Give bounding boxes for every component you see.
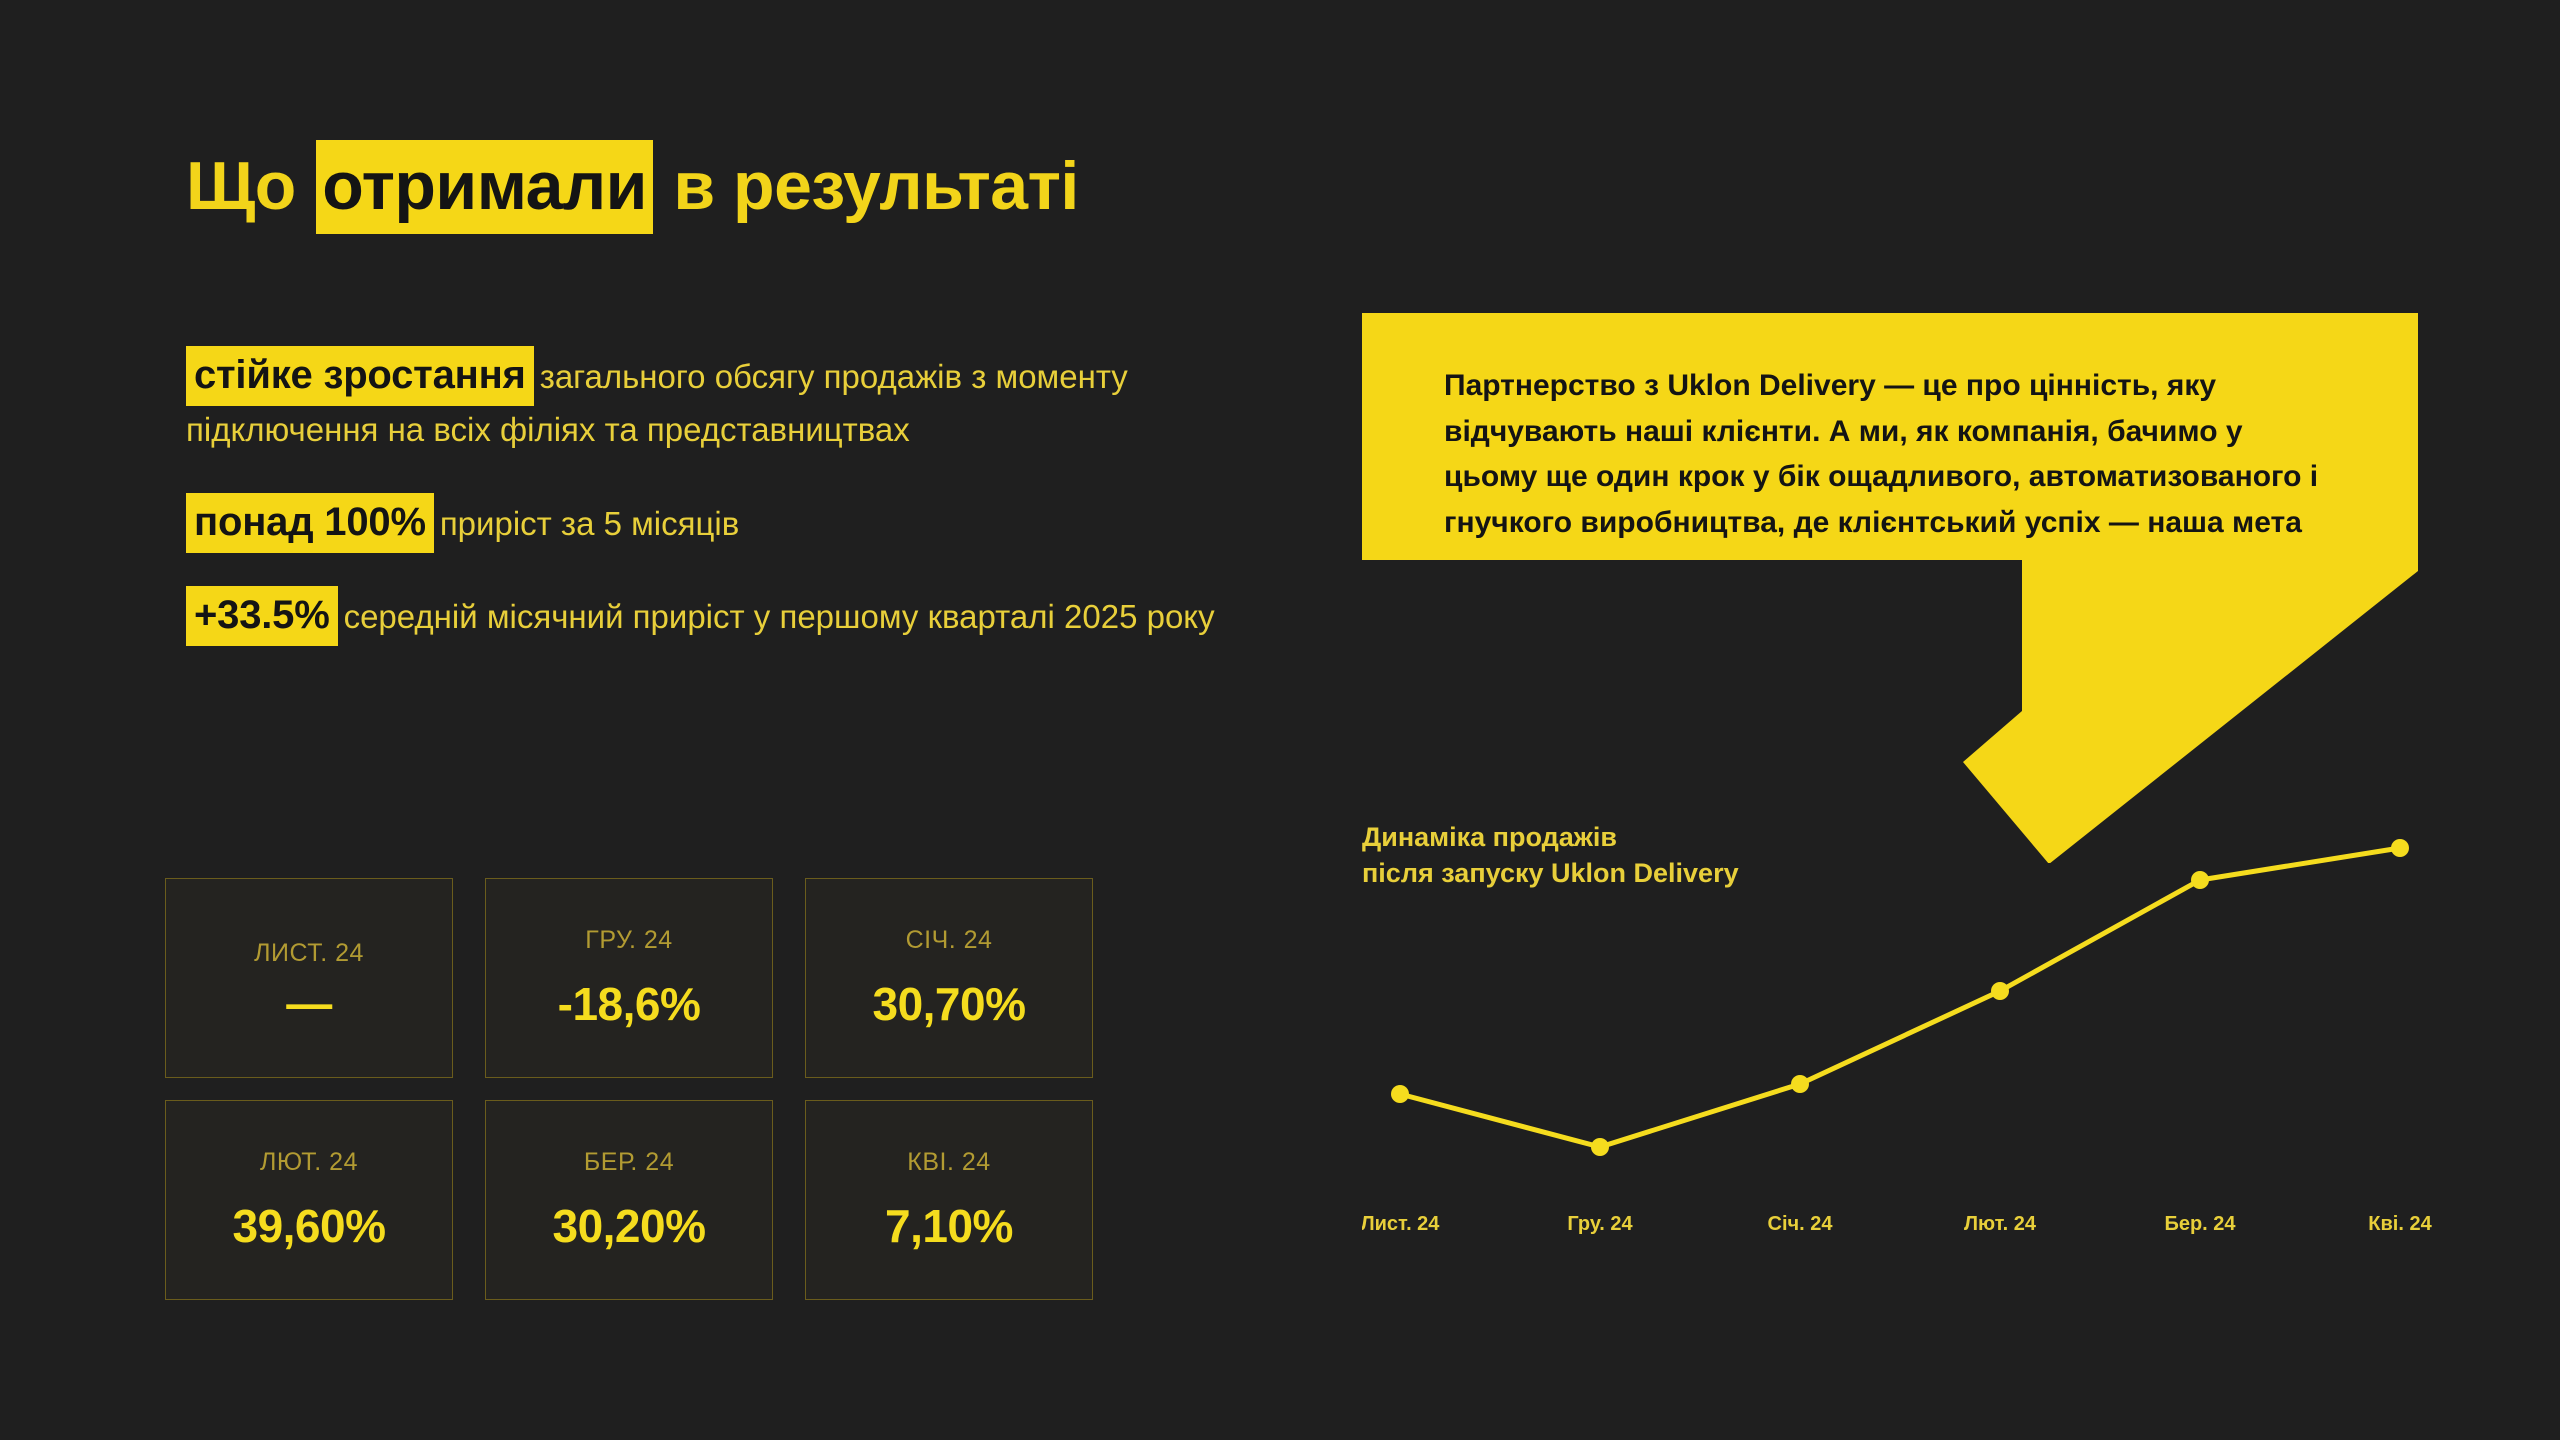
chart-x-label: Січ. 24 <box>1768 1213 1834 1235</box>
metric-card-label: ЛЮТ. 24 <box>260 1147 358 1176</box>
chart-data-points <box>1391 839 2409 1156</box>
metric-card-label: КВІ. 24 <box>907 1147 991 1176</box>
metric-card-label: СІЧ. 24 <box>905 925 993 954</box>
chart-data-point <box>2391 839 2409 857</box>
chart-data-point <box>1991 982 2009 1000</box>
chart-x-label: Лют. 24 <box>1964 1213 2037 1235</box>
metric-card: КВІ. 24 7,10% <box>805 1100 1093 1300</box>
metric-card-value: 30,70% <box>872 977 1026 1030</box>
metric-card-value: -18,6% <box>557 977 701 1030</box>
metric-card-value: 7,10% <box>885 1199 1013 1252</box>
chart-x-label: Лист. 24 <box>1362 1213 1440 1235</box>
chart-data-point <box>1591 1138 1609 1156</box>
chart-x-label: Бер. 24 <box>2164 1213 2236 1235</box>
chart-x-label: Кві. 24 <box>2368 1213 2432 1235</box>
chart-gridlines <box>1399 820 2401 1242</box>
metric-card: СІЧ. 24 30,70% <box>805 878 1093 1078</box>
metric-card-value: 39,60% <box>232 1199 386 1252</box>
metric-card-grid: ЛИСТ. 24 — ГРУ. 24 -18,6% СІЧ. 24 30,70%… <box>165 878 1093 1300</box>
bullet-item: +33.5% середній місячний приріст у першом… <box>186 586 1256 647</box>
metric-card-label: ГРУ. 24 <box>585 925 673 954</box>
metric-card-label: ЛИСТ. 24 <box>254 938 364 967</box>
bullet-text: середній місячний приріст у першому квар… <box>343 598 1215 636</box>
chart-data-point <box>1391 1085 1409 1103</box>
bullet-text: приріст за 5 місяців <box>439 504 740 542</box>
chart-x-label: Гру. 24 <box>1567 1213 1633 1235</box>
title-highlight: отримали <box>316 140 653 234</box>
bullet-list: стійке зростання загального обсягу продаж… <box>186 346 1256 647</box>
callout-bubble-shape <box>1362 313 2418 863</box>
bullet-highlight: +33.5% <box>186 586 338 647</box>
bullet-highlight: понад 100% <box>186 492 434 553</box>
bullet-item: понад 100% приріст за 5 місяців <box>186 492 1256 553</box>
chart-data-point <box>1791 1075 1809 1093</box>
quote-text: Партнерство з Uklon Delivery — це про ці… <box>1444 369 2319 539</box>
chart-plot: Лист. 24 Гру. 24 Січ. 24 Лют. 24 Бер. 24 Кві.… <box>1362 820 2433 1242</box>
metric-card: ЛИСТ. 24 — <box>165 878 453 1078</box>
bullet-item: стійке зростання загального обсягу продаж… <box>186 346 1256 457</box>
page-title: Що отримали в результаті <box>186 140 1079 234</box>
metric-card: ЛЮТ. 24 39,60% <box>165 1100 453 1300</box>
chart-title: Динаміка продажів після запуску Uklon De… <box>1362 822 1739 888</box>
title-after: в результаті <box>654 148 1079 224</box>
metric-card-value: 30,20% <box>552 1199 706 1252</box>
metric-card: БЕР. 24 30,20% <box>485 1100 773 1300</box>
bullet-text: загального обсягу продажів з моменту під… <box>186 358 1128 449</box>
metric-card-value: — <box>286 976 332 1029</box>
chart-x-axis-labels: Лист. 24 Гру. 24 Січ. 24 Лют. 24 Бер. 24 Кві.… <box>1362 1213 2433 1235</box>
bullet-highlight: стійке зростання <box>186 346 534 406</box>
sales-dynamics-chart: Динаміка продажів після запуску Uklon De… <box>1362 820 2482 1320</box>
quote-callout: Партнерство з Uklon Delivery — це про ці… <box>1362 313 2418 863</box>
chart-data-point <box>2191 871 2209 889</box>
chart-series-line <box>1397 845 2403 1150</box>
title-before: Що <box>186 148 315 224</box>
metric-card-label: БЕР. 24 <box>583 1147 675 1176</box>
metric-card: ГРУ. 24 -18,6% <box>485 878 773 1078</box>
